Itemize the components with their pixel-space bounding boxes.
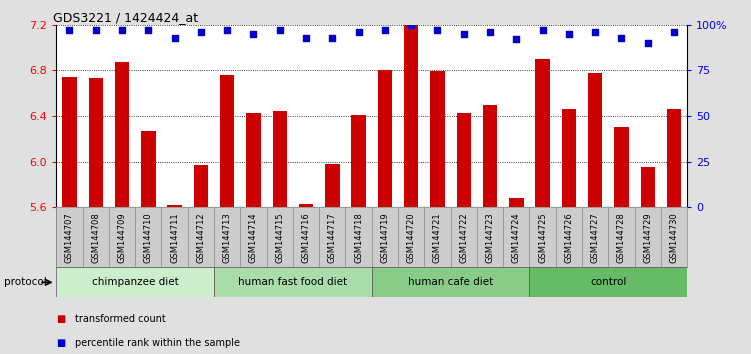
Text: GSM144727: GSM144727 — [591, 212, 599, 263]
Text: GSM144725: GSM144725 — [538, 212, 547, 263]
Point — [379, 27, 391, 33]
Text: GSM144719: GSM144719 — [381, 212, 389, 263]
Bar — [220, 75, 234, 207]
Text: GSM144712: GSM144712 — [197, 212, 205, 263]
Point — [668, 29, 680, 35]
Text: transformed count: transformed count — [75, 314, 166, 324]
Bar — [351, 115, 366, 207]
Bar — [246, 113, 261, 207]
Point — [116, 27, 128, 33]
Text: protocol: protocol — [4, 277, 47, 287]
Bar — [56, 267, 214, 297]
Bar — [641, 167, 655, 207]
Bar — [194, 165, 208, 207]
Bar — [273, 112, 287, 207]
Bar — [141, 131, 155, 207]
Point — [353, 29, 365, 35]
Point — [222, 27, 234, 33]
Bar — [89, 78, 103, 207]
Text: GSM144717: GSM144717 — [328, 212, 336, 263]
Text: GSM144707: GSM144707 — [65, 212, 74, 263]
Point — [484, 29, 496, 35]
Bar — [378, 70, 392, 207]
Text: GDS3221 / 1424424_at: GDS3221 / 1424424_at — [53, 11, 198, 24]
Bar — [509, 198, 523, 207]
Text: GSM144709: GSM144709 — [118, 212, 126, 263]
Point — [536, 27, 548, 33]
Bar — [404, 25, 418, 207]
Point — [143, 27, 155, 33]
Point — [641, 40, 653, 46]
Bar — [167, 205, 182, 207]
Point — [248, 31, 260, 37]
Point — [64, 27, 75, 33]
Text: GSM144724: GSM144724 — [512, 212, 520, 263]
Bar — [483, 104, 497, 207]
Text: percentile rank within the sample: percentile rank within the sample — [75, 338, 240, 348]
Bar — [325, 164, 339, 207]
Bar — [299, 204, 313, 207]
Bar — [529, 267, 687, 297]
Point — [300, 35, 312, 40]
Bar — [115, 62, 129, 207]
Point — [511, 36, 523, 42]
Text: GSM144714: GSM144714 — [249, 212, 258, 263]
Text: GSM144729: GSM144729 — [644, 212, 652, 263]
Text: GSM144730: GSM144730 — [670, 212, 678, 263]
Text: human fast food diet: human fast food diet — [238, 277, 348, 287]
Bar — [562, 109, 576, 207]
Text: GSM144728: GSM144728 — [617, 212, 626, 263]
Point — [406, 22, 418, 28]
Point — [90, 27, 102, 33]
Text: GSM144721: GSM144721 — [433, 212, 442, 263]
Point — [326, 35, 338, 40]
Text: GSM144716: GSM144716 — [302, 212, 310, 263]
Text: GSM144723: GSM144723 — [486, 212, 494, 263]
Bar — [62, 77, 77, 207]
Bar — [430, 72, 445, 207]
Point — [616, 35, 628, 40]
Text: GSM144715: GSM144715 — [276, 212, 284, 263]
Text: GSM144710: GSM144710 — [144, 212, 152, 263]
Text: GSM144722: GSM144722 — [460, 212, 468, 263]
Point — [274, 27, 286, 33]
Point — [169, 35, 181, 40]
Text: GSM144718: GSM144718 — [354, 212, 363, 263]
Point — [457, 31, 470, 37]
Text: GSM144708: GSM144708 — [92, 212, 100, 263]
Point — [195, 29, 207, 35]
Point — [431, 27, 443, 33]
Text: human cafe diet: human cafe diet — [408, 277, 493, 287]
Text: GSM144713: GSM144713 — [223, 212, 231, 263]
Text: GSM144726: GSM144726 — [565, 212, 573, 263]
Point — [563, 31, 575, 37]
Text: GSM144720: GSM144720 — [407, 212, 415, 263]
Text: ■: ■ — [56, 338, 65, 348]
Bar — [614, 127, 629, 207]
Text: ■: ■ — [56, 314, 65, 324]
Bar — [535, 59, 550, 207]
Bar — [372, 267, 529, 297]
Text: control: control — [590, 277, 626, 287]
Text: chimpanzee diet: chimpanzee diet — [92, 277, 179, 287]
Bar — [214, 267, 372, 297]
Text: GSM144711: GSM144711 — [170, 212, 179, 263]
Point — [590, 29, 602, 35]
Bar — [588, 73, 602, 207]
Bar — [457, 113, 471, 207]
Bar — [667, 109, 681, 207]
